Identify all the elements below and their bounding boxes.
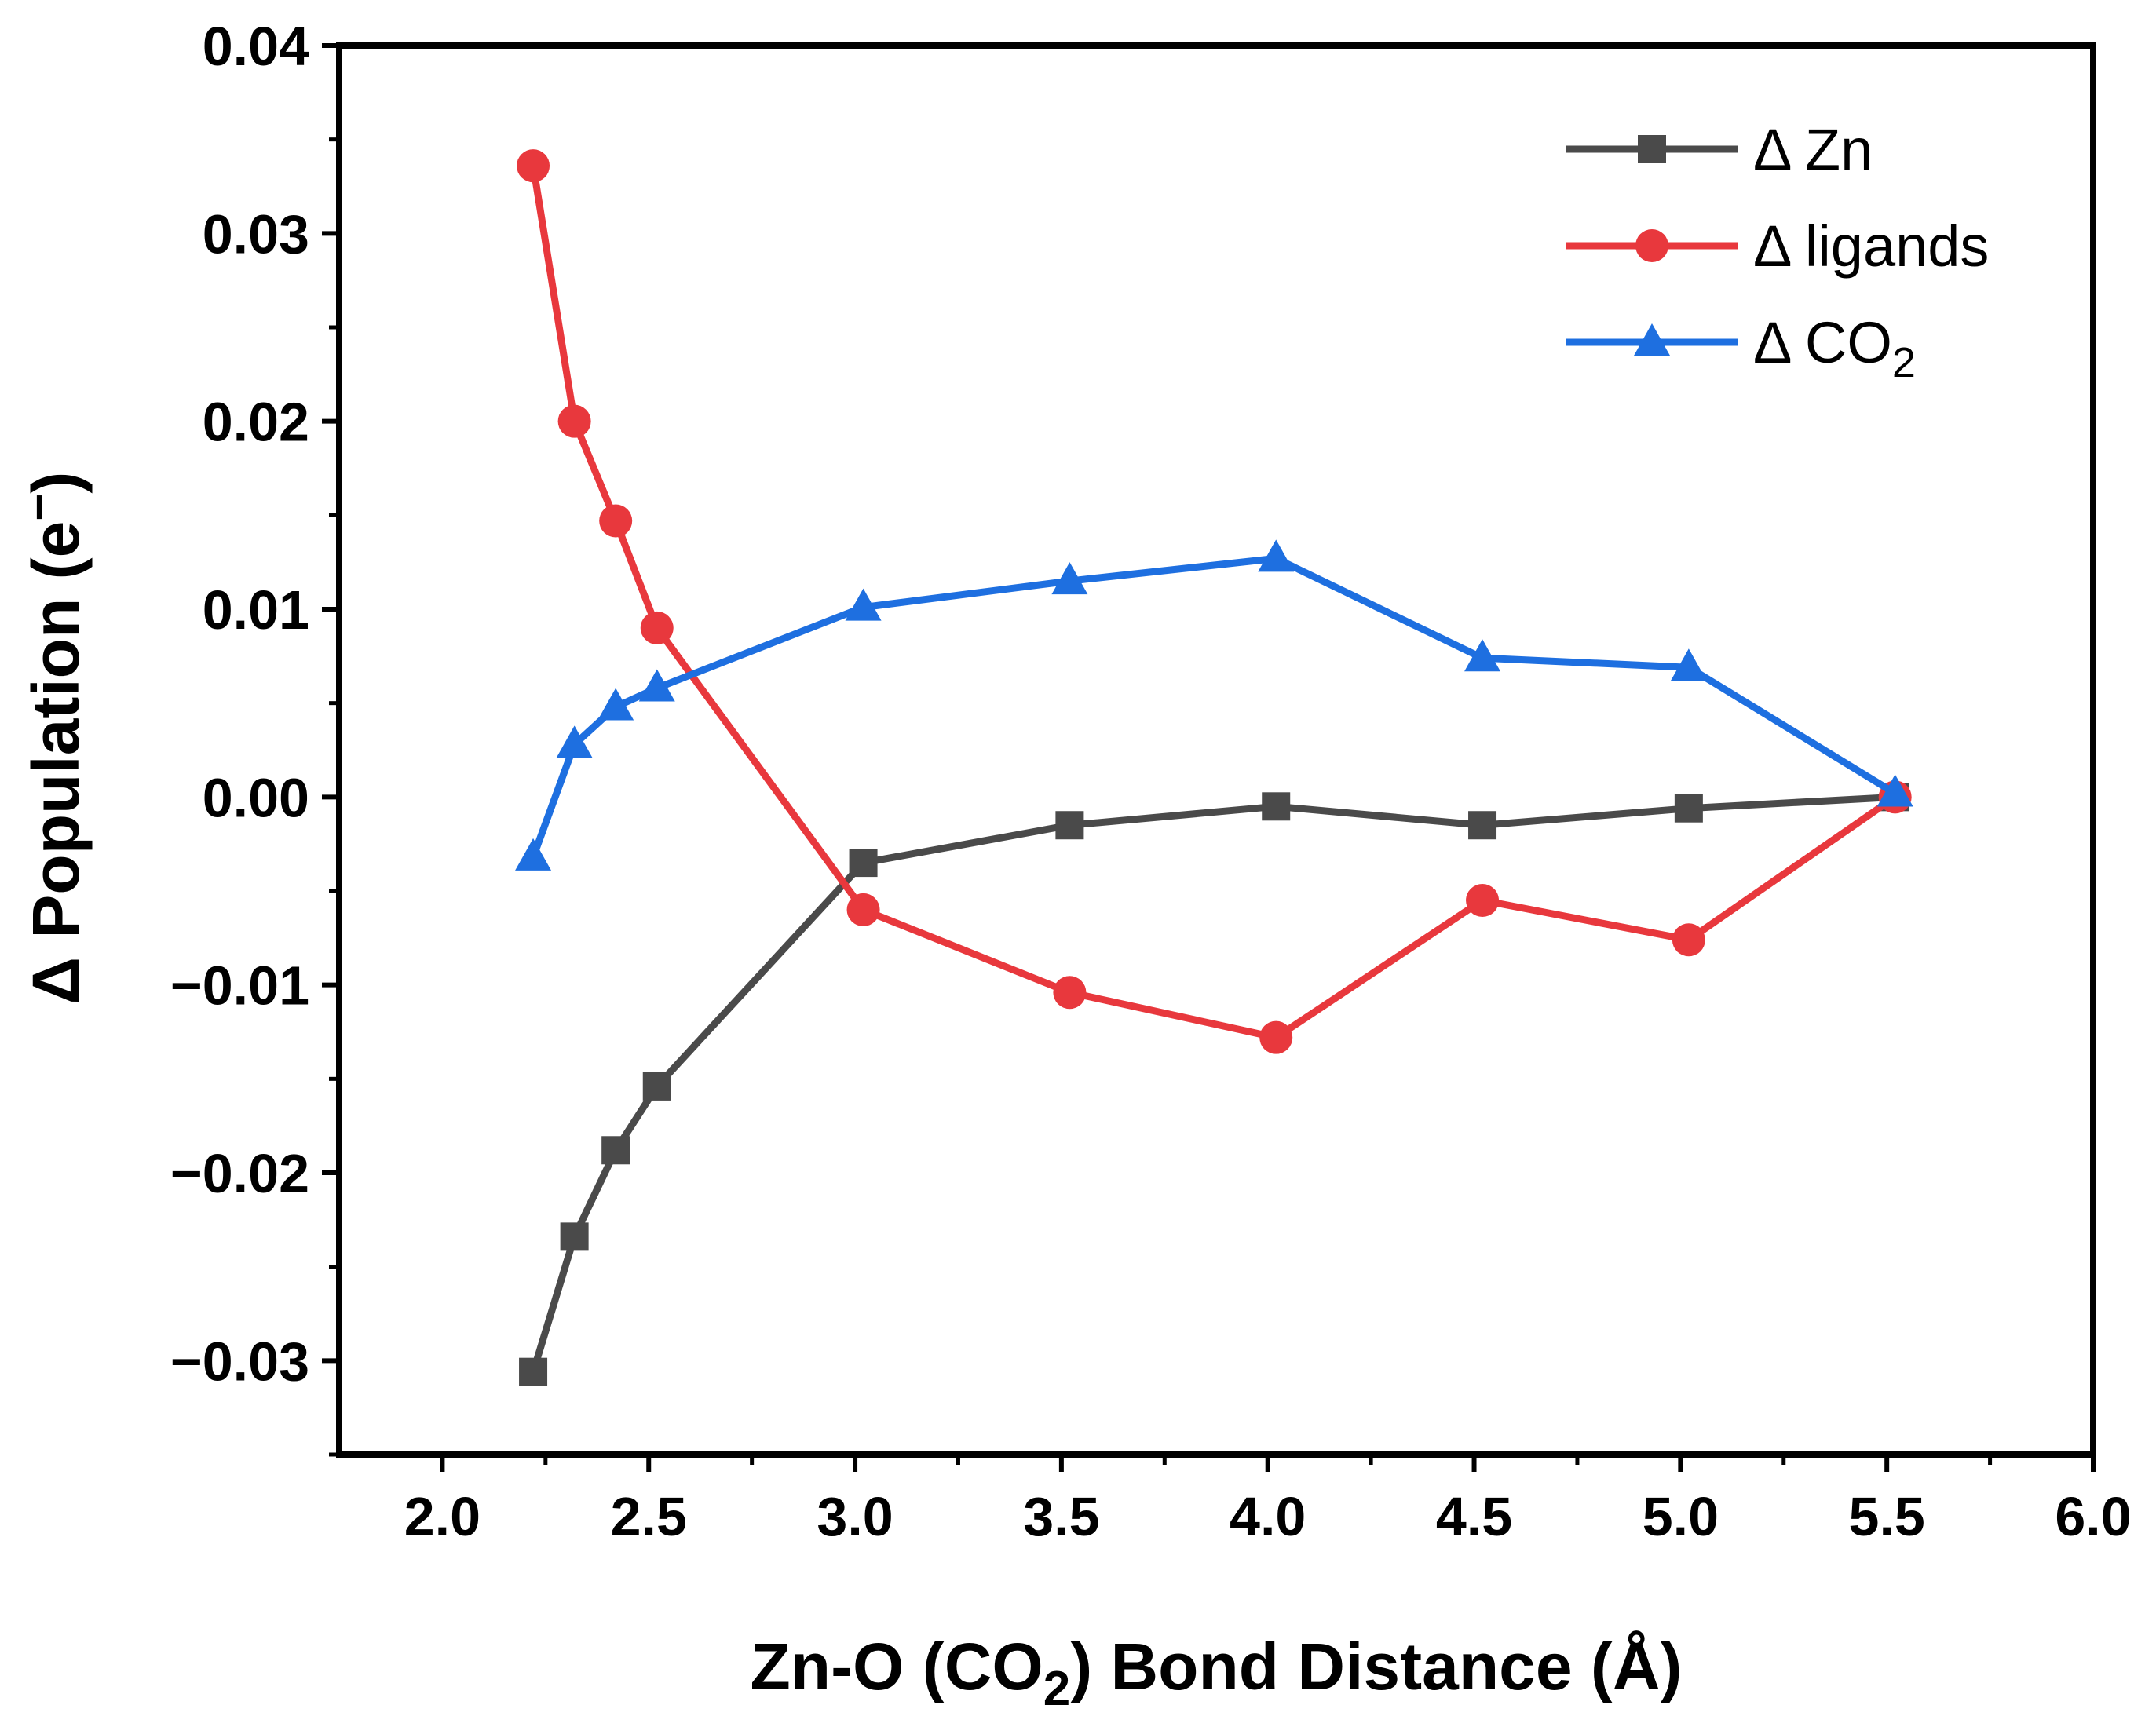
data-point-square (519, 1357, 548, 1386)
x-tick-label: 2.5 (611, 1486, 687, 1547)
series-line (529, 165, 1898, 1042)
legend: Δ Zn Δ ligands Δ CO2 (1566, 117, 1989, 386)
legend-entry: Δ CO2 (1566, 310, 1916, 386)
data-point-square (1055, 811, 1084, 840)
series-line (529, 554, 1898, 859)
legend-label: Δ ligands (1753, 214, 1989, 279)
data-point-triangle (1258, 539, 1295, 572)
x-tick-label: 5.0 (1643, 1486, 1719, 1547)
y-tick-label: −0.02 (170, 1143, 309, 1204)
x-tick-label: 4.5 (1436, 1486, 1512, 1547)
legend-entry: Δ Zn (1566, 117, 1873, 182)
x-tick-label: 2.0 (404, 1486, 481, 1547)
legend-label: Δ Zn (1753, 117, 1873, 182)
data-point-triangle (638, 669, 675, 702)
y-tick-label: 0.04 (203, 16, 309, 77)
y-tick-label: 0.01 (203, 579, 309, 641)
y-tick-label: −0.03 (170, 1331, 309, 1392)
x-axis-title: Zn-O (CO2) Bond Distance (Å) (750, 1630, 1682, 1716)
x-tick-label: 6.0 (2055, 1486, 2131, 1547)
data-point-triangle (1464, 639, 1501, 672)
data-point-circle (1466, 883, 1500, 917)
x-tick-label: 5.5 (1849, 1486, 1925, 1547)
data-point-square (1468, 811, 1497, 840)
series-square (519, 783, 1909, 1386)
plot-frame (336, 42, 2096, 1458)
series-triangle (515, 539, 1913, 871)
data-point-triangle (597, 688, 634, 721)
data-point-triangle (1634, 323, 1670, 356)
data-point-square (642, 1072, 671, 1101)
data-point-triangle (556, 725, 593, 758)
data-point-triangle (1051, 562, 1088, 595)
data-point-circle (1259, 1020, 1293, 1054)
legend-label: Δ CO2 (1753, 310, 1916, 386)
y-tick-label: 0.02 (203, 392, 309, 453)
data-point-triangle (1670, 648, 1707, 681)
data-point-circle (846, 893, 880, 926)
data-point-circle (517, 149, 550, 183)
data-point-circle (599, 504, 633, 538)
data-point-square (560, 1222, 589, 1251)
data-point-circle (640, 611, 674, 644)
axis-layer: 2.0 2.5 3.0 3.5 4.0 4.5 5.0 5.5 6.0 0.04 0.03 0.02 0… (170, 16, 2132, 1547)
data-point-square (1638, 135, 1666, 163)
x-tick-label: 3.0 (817, 1486, 893, 1547)
series-layer (515, 149, 1913, 1386)
data-point-circle (1672, 923, 1705, 957)
x-tick-label: 4.0 (1230, 1486, 1306, 1547)
y-tick-label: 0.00 (203, 767, 309, 828)
x-tick-label: 3.5 (1023, 1486, 1099, 1547)
legend-entry: Δ ligands (1566, 214, 1989, 279)
series-line (529, 793, 1895, 1374)
data-point-square (849, 849, 878, 878)
y-tick-label: −0.01 (170, 955, 309, 1017)
y-tick-label: 0.03 (203, 203, 309, 265)
y-axis-title: Δ Population (e−) (13, 472, 93, 1005)
data-point-triangle (845, 588, 882, 621)
data-point-square (1674, 794, 1703, 823)
data-point-square (601, 1136, 630, 1165)
data-point-circle (557, 404, 591, 438)
data-point-triangle (1876, 774, 1913, 807)
data-point-square (1262, 792, 1291, 821)
data-point-circle (1635, 229, 1668, 262)
data-point-triangle (515, 838, 552, 871)
data-point-circle (1053, 976, 1087, 1010)
